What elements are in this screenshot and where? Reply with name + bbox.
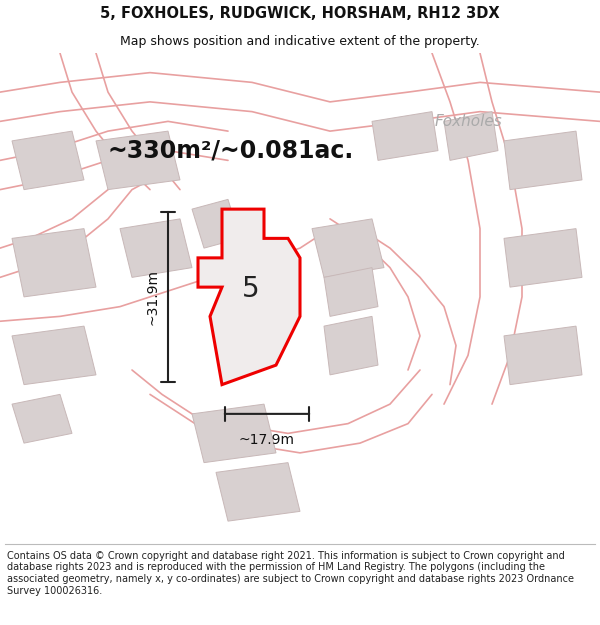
Polygon shape: [444, 112, 498, 161]
Text: ~17.9m: ~17.9m: [239, 433, 295, 447]
Polygon shape: [198, 209, 300, 384]
Text: ~330m²/~0.081ac.: ~330m²/~0.081ac.: [108, 139, 354, 162]
Polygon shape: [504, 131, 582, 189]
Polygon shape: [504, 229, 582, 287]
Polygon shape: [192, 404, 276, 462]
Polygon shape: [216, 462, 300, 521]
Polygon shape: [12, 394, 72, 443]
Polygon shape: [324, 316, 378, 375]
Polygon shape: [12, 326, 96, 384]
Polygon shape: [12, 229, 96, 297]
Text: Contains OS data © Crown copyright and database right 2021. This information is : Contains OS data © Crown copyright and d…: [7, 551, 574, 596]
Text: Foxholes: Foxholes: [434, 114, 502, 129]
Text: 5, FOXHOLES, RUDGWICK, HORSHAM, RH12 3DX: 5, FOXHOLES, RUDGWICK, HORSHAM, RH12 3DX: [100, 6, 500, 21]
Polygon shape: [12, 131, 84, 189]
Polygon shape: [192, 199, 240, 248]
Polygon shape: [96, 131, 180, 189]
Text: ~31.9m: ~31.9m: [146, 269, 160, 325]
Polygon shape: [312, 219, 384, 278]
Polygon shape: [372, 112, 438, 161]
Polygon shape: [324, 268, 378, 316]
Text: 5: 5: [242, 274, 260, 302]
Polygon shape: [120, 219, 192, 278]
Polygon shape: [504, 326, 582, 384]
Text: Map shows position and indicative extent of the property.: Map shows position and indicative extent…: [120, 35, 480, 48]
